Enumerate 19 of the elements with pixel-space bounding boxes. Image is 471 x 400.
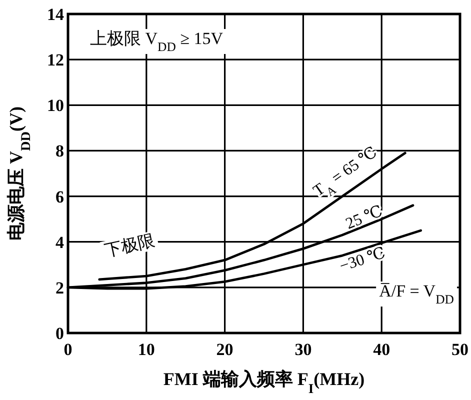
y-tick-label: 12 (47, 50, 64, 70)
x-tick-label: 20 (216, 340, 234, 359)
y-tick-label: 8 (56, 142, 64, 161)
annotation: 下极限 (102, 230, 156, 260)
y-tick-label: 2 (56, 278, 64, 298)
text: 25 ℃ (344, 202, 386, 233)
x-axis-title: FMI 端输入频率 F$_{I}$(MHz) (163, 369, 365, 396)
annotation: A̅/F = V$_{DD}$ (379, 282, 454, 307)
x-tick-label: 10 (138, 340, 155, 359)
y-tick-label: 10 (47, 96, 64, 116)
y-tick-label: 14 (47, 5, 64, 24)
annotation: 上极限 V$_{DD}$ ≥ 15V (90, 29, 224, 54)
x-tick-label: 30 (294, 340, 312, 359)
y-tick-label: 4 (56, 232, 64, 252)
y-tick-label: 0 (56, 324, 64, 343)
x-tick-label: 50 (452, 340, 468, 359)
y-tick-label: 6 (56, 187, 64, 206)
x-tick-label: 40 (373, 340, 390, 359)
text: −30 ℃ (338, 244, 388, 276)
